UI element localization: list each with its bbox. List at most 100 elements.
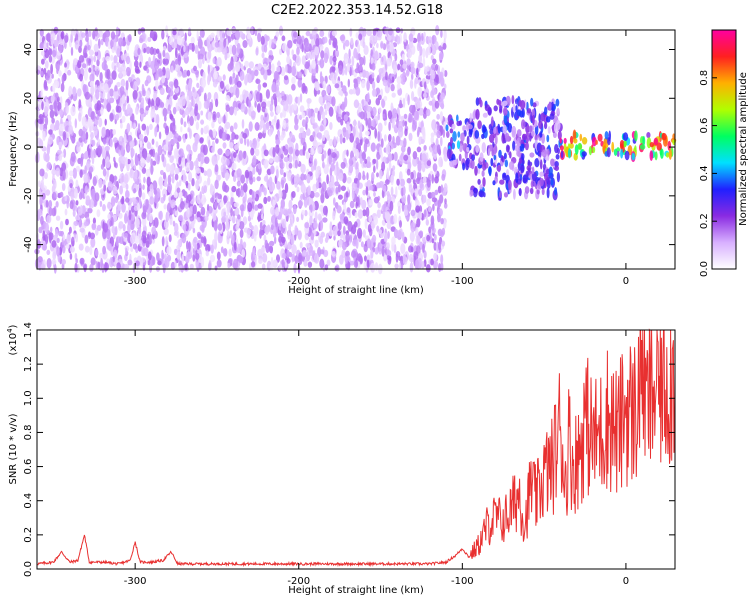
spectrogram-cell [315, 38, 320, 48]
spectrogram-cell [176, 141, 180, 150]
spectrogram-cell [414, 99, 420, 110]
spectrogram-cell [291, 83, 296, 91]
spectrogram-cell [257, 162, 262, 170]
spectrogram-cell [548, 166, 553, 176]
spectrogram-cell [394, 53, 398, 62]
spectrogram-cell [105, 160, 111, 169]
spectrogram-cell [397, 205, 401, 215]
spectrogram-cell [78, 112, 82, 122]
spectrogram-cell [42, 243, 47, 251]
spectrogram-cell [414, 188, 418, 198]
spectrogram-cell [335, 49, 339, 57]
spectrogram-cell [407, 201, 412, 212]
spectrogram-cell [503, 152, 507, 160]
spectrogram-cell [166, 86, 171, 94]
spectrogram-cell [53, 100, 58, 110]
spectrogram-cell [457, 131, 461, 138]
spectrogram-cell [233, 122, 238, 130]
spectrogram-cell [197, 153, 202, 162]
spectrogram-cell [410, 246, 414, 253]
spectrogram-cell [95, 260, 99, 270]
spectrogram-cell [169, 155, 174, 164]
colorbar-tick-label: 0.4 [699, 165, 710, 181]
spectrogram-cell [452, 131, 457, 142]
spectrogram-cell [183, 191, 188, 198]
spectrogram-cell [100, 163, 104, 170]
spectrogram-cell [502, 173, 507, 181]
spectrogram-cell [89, 80, 95, 88]
spectrogram-cell [376, 172, 379, 178]
spectrogram-cell [155, 79, 159, 91]
spectrogram-cell [547, 126, 551, 134]
spectrogram-cell [206, 168, 212, 178]
spectrogram-cell [215, 98, 219, 108]
spectrogram-cell [137, 123, 141, 134]
spectrogram-cell [247, 73, 253, 84]
spectrogram-cell [225, 158, 230, 167]
spectrogram-cell [188, 149, 193, 157]
spectrogram-cell [54, 80, 60, 89]
spectrogram-cell [37, 208, 43, 216]
spectrogram-cell [225, 149, 231, 157]
spectrogram-cell [529, 187, 534, 195]
spectrogram-cell [382, 185, 387, 192]
spectrogram-cell [554, 187, 558, 196]
spectrogram-cell [158, 131, 162, 140]
spectrogram-cell [165, 67, 171, 79]
spectrogram-cell [119, 97, 123, 108]
spectrogram-cell [145, 199, 149, 210]
spectrogram-cell [536, 189, 540, 195]
spectrogram-cell [362, 174, 366, 181]
spectrogram-cell [342, 137, 346, 144]
spectrogram-cell [318, 113, 321, 122]
spectrogram-cell [507, 179, 512, 191]
spectrogram-cell [294, 255, 299, 264]
spectrogram-cell [272, 81, 276, 92]
spectrogram-cell [170, 261, 176, 270]
y-tick-label: 20 [23, 92, 34, 105]
spectrogram-cell [83, 69, 88, 81]
spectrogram-cell [210, 197, 215, 203]
spectrogram-cell [174, 173, 179, 181]
spectrogram-cell [283, 100, 289, 112]
spectrogram-cell [51, 240, 57, 248]
spectrogram-cell [422, 243, 425, 253]
spectrogram-cell [152, 180, 158, 191]
spectrogram-cell [102, 245, 106, 255]
spectrogram-cell [232, 72, 236, 79]
spectrogram-cell [280, 198, 285, 210]
spectrogram-cell [284, 183, 289, 194]
spectrogram-cell [443, 29, 447, 40]
spectrogram-cell [181, 157, 186, 168]
spectrogram-cell [304, 222, 310, 229]
spectrogram-cell [230, 33, 235, 40]
spectrogram-cell [46, 214, 52, 224]
spectrogram-cell [64, 62, 67, 68]
spectrogram-cell [164, 58, 169, 65]
spectrogram-cell [400, 178, 405, 187]
spectrogram-cell [235, 87, 240, 99]
spectrogram-cell [57, 101, 62, 112]
spectrogram-cell [86, 33, 89, 39]
spectrogram-cell [116, 105, 122, 113]
spectrogram-cell [383, 95, 388, 102]
spectrogram-cell [204, 215, 209, 222]
spectrogram-cell [624, 150, 630, 161]
spectrogram-cell [212, 57, 216, 64]
spectrogram-cell [395, 253, 399, 263]
spectrogram-cell [530, 97, 534, 107]
spectrogram-cell [207, 64, 210, 75]
spectrogram-cell [244, 60, 250, 68]
spectrogram-cell [63, 148, 67, 158]
spectrogram-cell [606, 147, 611, 158]
spectrogram-cell [89, 245, 93, 256]
spectrogram-cell [270, 224, 274, 231]
spectrogram-cell [314, 239, 319, 248]
spectrogram-cell [253, 69, 259, 77]
spectrogram-cell [167, 174, 172, 185]
spectrogram-cell [372, 28, 377, 36]
spectrogram-cell [102, 204, 106, 212]
spectrogram-cell [143, 247, 149, 257]
spectrogram-cell [360, 197, 363, 205]
spectrogram-cell [115, 113, 119, 121]
